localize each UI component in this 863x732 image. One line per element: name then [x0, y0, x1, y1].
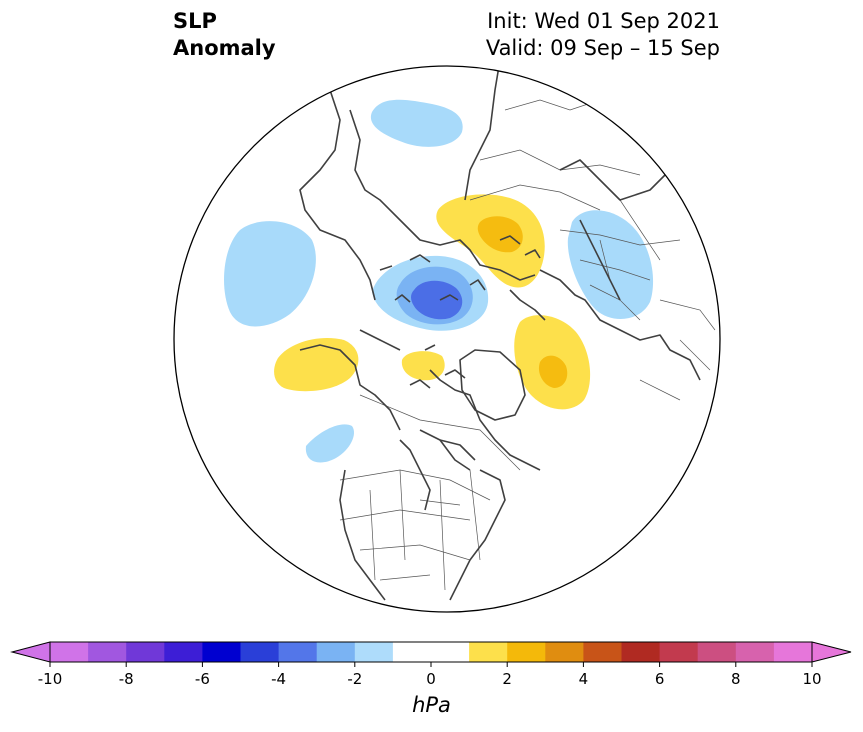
colorbar: -10 -8 -6 -4 -2 0 2 4 6 8 10: [10, 641, 852, 688]
colorbar-swatch: [240, 642, 280, 662]
colorbar-tick-label: -4: [271, 670, 286, 688]
colorbar-swatch: [431, 642, 470, 662]
colorbar-ticks: -10 -8 -6 -4 -2 0 2 4 6 8 10: [38, 662, 822, 688]
map-background: [174, 66, 720, 612]
border-lines-north-america: [339, 394, 521, 591]
anomaly-bering-kamchatka-low: [370, 99, 463, 147]
colorbar-tick-label: -6: [195, 670, 210, 688]
colorbar-swatch: [88, 642, 127, 662]
colorbar-swatches: [50, 642, 813, 662]
colorbar-tick-label: 10: [802, 670, 821, 688]
colorbar-units: hPa: [412, 693, 451, 717]
coastline-alaska-canada: [299, 329, 541, 471]
coastline-hudson-bay: [399, 439, 476, 511]
title-line-2: Anomaly: [173, 36, 276, 60]
colorbar-swatch: [354, 642, 394, 662]
colorbar-swatch: [202, 642, 241, 662]
colorbar-swatch: [583, 642, 622, 662]
colorbar-swatch: [659, 642, 699, 662]
coastline-asia: [299, 66, 536, 301]
colorbar-swatch: [545, 642, 584, 662]
chart-title: SLP Anomaly: [173, 8, 276, 62]
colorbar-swatch: [278, 642, 318, 662]
valid-label: Valid: 09 Sep – 15 Sep: [485, 36, 720, 60]
coastline-layer: [299, 66, 701, 601]
colorbar-swatch: [469, 642, 508, 662]
colorbar-swatch: [126, 642, 165, 662]
colorbar-tick-label: -10: [38, 670, 63, 688]
colorbar-swatch: [697, 642, 737, 662]
init-label: Init: Wed 01 Sep 2021: [487, 9, 720, 33]
colorbar-tick-label: 0: [426, 670, 436, 688]
colorbar-swatch: [773, 642, 813, 662]
anomaly-arctic-low-core: [411, 280, 463, 320]
colorbar-swatch: [621, 642, 661, 662]
coastline-greenland: [459, 349, 526, 421]
forecast-period: Init: Wed 01 Sep 2021 Valid: 09 Sep – 15…: [486, 8, 720, 62]
colorbar-swatch: [735, 642, 775, 662]
anomaly-northeast-pacific-low: [305, 424, 355, 463]
colorbar-swatch: [316, 642, 356, 662]
colorbar-tick-label: 2: [502, 670, 512, 688]
colorbar-tick-label: 6: [655, 670, 665, 688]
colorbar-swatch: [392, 642, 432, 662]
colorbar-extend-high: [811, 641, 852, 663]
colorbar-swatch: [164, 642, 203, 662]
anomaly-gulf-of-alaska-high: [274, 338, 359, 392]
anomaly-north-atlantic-high-core: [538, 355, 568, 388]
colorbar-tick-label: -8: [119, 670, 134, 688]
coastline-arctic-islands: [379, 235, 541, 389]
colorbar-swatch: [50, 642, 89, 662]
colorbar-tick-label: 4: [579, 670, 589, 688]
colorbar-tick-label: 8: [731, 670, 741, 688]
anomaly-siberia-high-core: [477, 216, 523, 253]
colorbar-extend-low: [10, 641, 51, 663]
anomaly-north-pacific-low: [224, 221, 316, 327]
polar-map: [173, 65, 721, 613]
anomaly-layer: [224, 99, 654, 463]
coastline-europe: [509, 159, 701, 381]
title-line-1: SLP: [173, 9, 217, 33]
colorbar-swatch: [507, 642, 546, 662]
colorbar-tick-label: -2: [347, 670, 362, 688]
coastline-north-america: [339, 429, 506, 601]
map-boundary: [173, 65, 721, 613]
